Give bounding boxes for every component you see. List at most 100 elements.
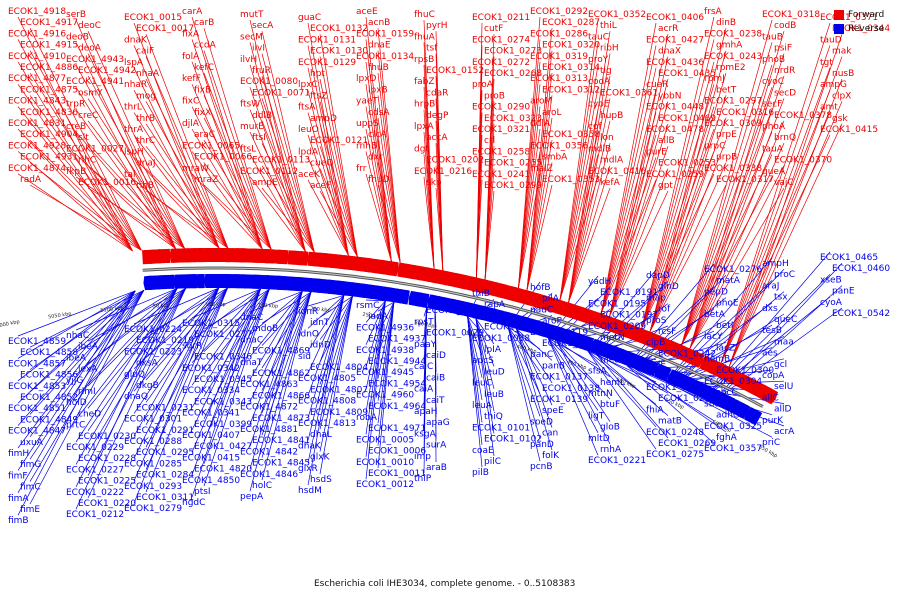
reverse-gene-label: ECOK1_4808	[298, 397, 356, 407]
reverse-gene-label-connector	[703, 296, 831, 400]
forward-gene-label-connector	[365, 151, 392, 262]
reverse-gene-label-connector	[75, 288, 178, 353]
reverse-gene-label: xseB	[820, 275, 842, 285]
reverse-gene-label-connector	[17, 290, 136, 382]
forward-connector-lines	[17, 16, 843, 367]
forward-gene-label-connector	[559, 42, 599, 300]
forward-gene-label: ECOK1_0286	[530, 29, 588, 39]
reverse-gene-label: ECOK1_0542	[832, 309, 890, 319]
reverse-gene-arrow	[370, 284, 376, 300]
kbp-tick-label: 5050 kbp	[48, 311, 72, 320]
reverse-gene-label: ECOK1_0230	[78, 432, 136, 442]
reverse-gene-label-connector	[145, 287, 228, 381]
reverse-gene-label: ECOK1_4856	[20, 371, 78, 381]
forward-gene-label: pyrH	[426, 21, 448, 31]
forward-gene-label-connector	[365, 128, 392, 262]
forward-gene-label: ECOK1_0356	[530, 141, 588, 151]
forward-gene-label: ECOK1_0238	[704, 29, 762, 39]
reverse-gene-arrow	[583, 336, 592, 351]
reverse-gene-label: sid	[298, 352, 311, 362]
forward-gene-label-connector	[641, 151, 715, 329]
reverse-gene-label-connector	[307, 295, 345, 441]
forward-gene-label-connector	[203, 184, 272, 250]
reverse-gene-label-connector	[133, 287, 220, 504]
forward-gene-label: ftsW	[240, 100, 260, 110]
reverse-gene-label: acrA	[774, 427, 795, 437]
forward-gene-label: gpt	[658, 181, 673, 191]
reverse-gene-label: ECOK1_4936	[356, 323, 414, 333]
forward-gene-label-connector	[17, 173, 133, 252]
reverse-gene-label: ECOK1_4960	[356, 391, 414, 401]
reverse-gene-label-connector	[261, 291, 312, 436]
forward-gene-label: brnQ	[774, 133, 796, 143]
forward-gene-label-connector	[720, 45, 831, 364]
reverse-gene-label-connector	[587, 269, 657, 352]
reverse-gene-label: phoE	[716, 299, 739, 309]
forward-gene-label: cof	[588, 122, 602, 132]
reverse-gene-label-connector	[507, 326, 541, 462]
reverse-gene-label-connector	[365, 300, 386, 413]
forward-gene-label: ECOK1_0352	[588, 10, 646, 20]
reverse-gene-label: ECOK1_0300	[716, 366, 774, 376]
forward-gene-arrow	[712, 361, 722, 376]
reverse-gene-arrow	[242, 274, 247, 289]
reverse-gene-label: sbcC	[716, 388, 738, 398]
forward-gene-label-connector	[87, 165, 185, 249]
forward-gene-label: tauA	[762, 144, 784, 154]
forward-gene-arrow	[739, 374, 749, 389]
reverse-gene-label: ECOK1_0038	[472, 334, 530, 344]
reverse-gene-label: ECOK1_4813	[298, 419, 356, 429]
reverse-gene-label: surA	[426, 441, 447, 451]
reverse-gene-label: araJ	[762, 281, 779, 291]
reverse-gene-label: ECOK1_0139	[530, 395, 588, 405]
reverse-gene-arrow	[696, 382, 706, 398]
forward-gene-label: ECOK1_0344	[832, 24, 890, 34]
reverse-gene-label: ECOK1_4866	[252, 391, 310, 401]
forward-gene-label: ECOK1_0258	[472, 147, 530, 157]
forward-gene-label-connector	[17, 61, 133, 252]
forward-gene-label-connector	[518, 128, 541, 289]
reverse-gene-label: matB	[658, 417, 682, 427]
forward-gene-label: ribH	[600, 44, 619, 54]
reverse-gene-arrow	[442, 297, 449, 312]
forward-gene-label-connector	[203, 162, 272, 250]
reverse-gene-arrow	[617, 348, 625, 363]
reverse-gene-label: pepA	[240, 492, 264, 502]
forward-gene-label: hpt	[310, 69, 325, 79]
forward-gene-label: ampD	[310, 114, 337, 124]
reverse-gene-label: dhaK	[298, 441, 322, 451]
reverse-gene-label: pilA	[542, 294, 560, 304]
reverse-gene-label: pilC	[484, 457, 501, 467]
forward-gene-label-connector	[249, 42, 306, 252]
forward-gene-label-connector	[145, 190, 229, 249]
reverse-gene-arrow	[234, 274, 239, 289]
forward-gene-label: creC	[78, 111, 98, 121]
forward-gene-label: slt	[78, 133, 89, 143]
forward-gene-label-connector	[559, 64, 599, 300]
reverse-gene-label: ECOK1_4858	[20, 348, 78, 358]
forward-gene-label-connector	[29, 28, 142, 251]
forward-gene-label: gmhA	[716, 41, 743, 51]
reverse-gene-arrow	[592, 339, 601, 354]
reverse-gene-arrow	[706, 387, 716, 402]
reverse-gene-label-connector	[249, 291, 303, 469]
forward-strand-track	[142, 248, 779, 405]
reverse-gene-label-connector	[203, 289, 270, 442]
forward-gene-label-connector	[568, 120, 611, 303]
forward-gene-label: uppS	[356, 119, 379, 129]
reverse-gene-label: ECOK1_4964	[368, 402, 426, 412]
reverse-gene-arrow	[663, 367, 672, 382]
forward-gene-label-connector	[29, 72, 142, 251]
reverse-gene-label: can	[542, 429, 558, 439]
reverse-gene-arrow	[410, 291, 418, 306]
forward-gene-label: ECOK1_0274	[472, 35, 530, 45]
reverse-gene-label: ECOK1_4845	[252, 459, 310, 469]
forward-gene-label-connector	[203, 28, 272, 250]
forward-gene-label: secF	[762, 100, 782, 110]
reverse-gene-label-connector	[133, 287, 219, 347]
forward-gene-arrow	[304, 251, 309, 266]
reverse-gene-label: ampH	[762, 259, 789, 269]
forward-gene-label: cdaR	[426, 88, 448, 98]
reverse-gene-label: ibeA	[66, 353, 87, 363]
forward-gene-label: ECOK1_0427	[646, 35, 704, 45]
